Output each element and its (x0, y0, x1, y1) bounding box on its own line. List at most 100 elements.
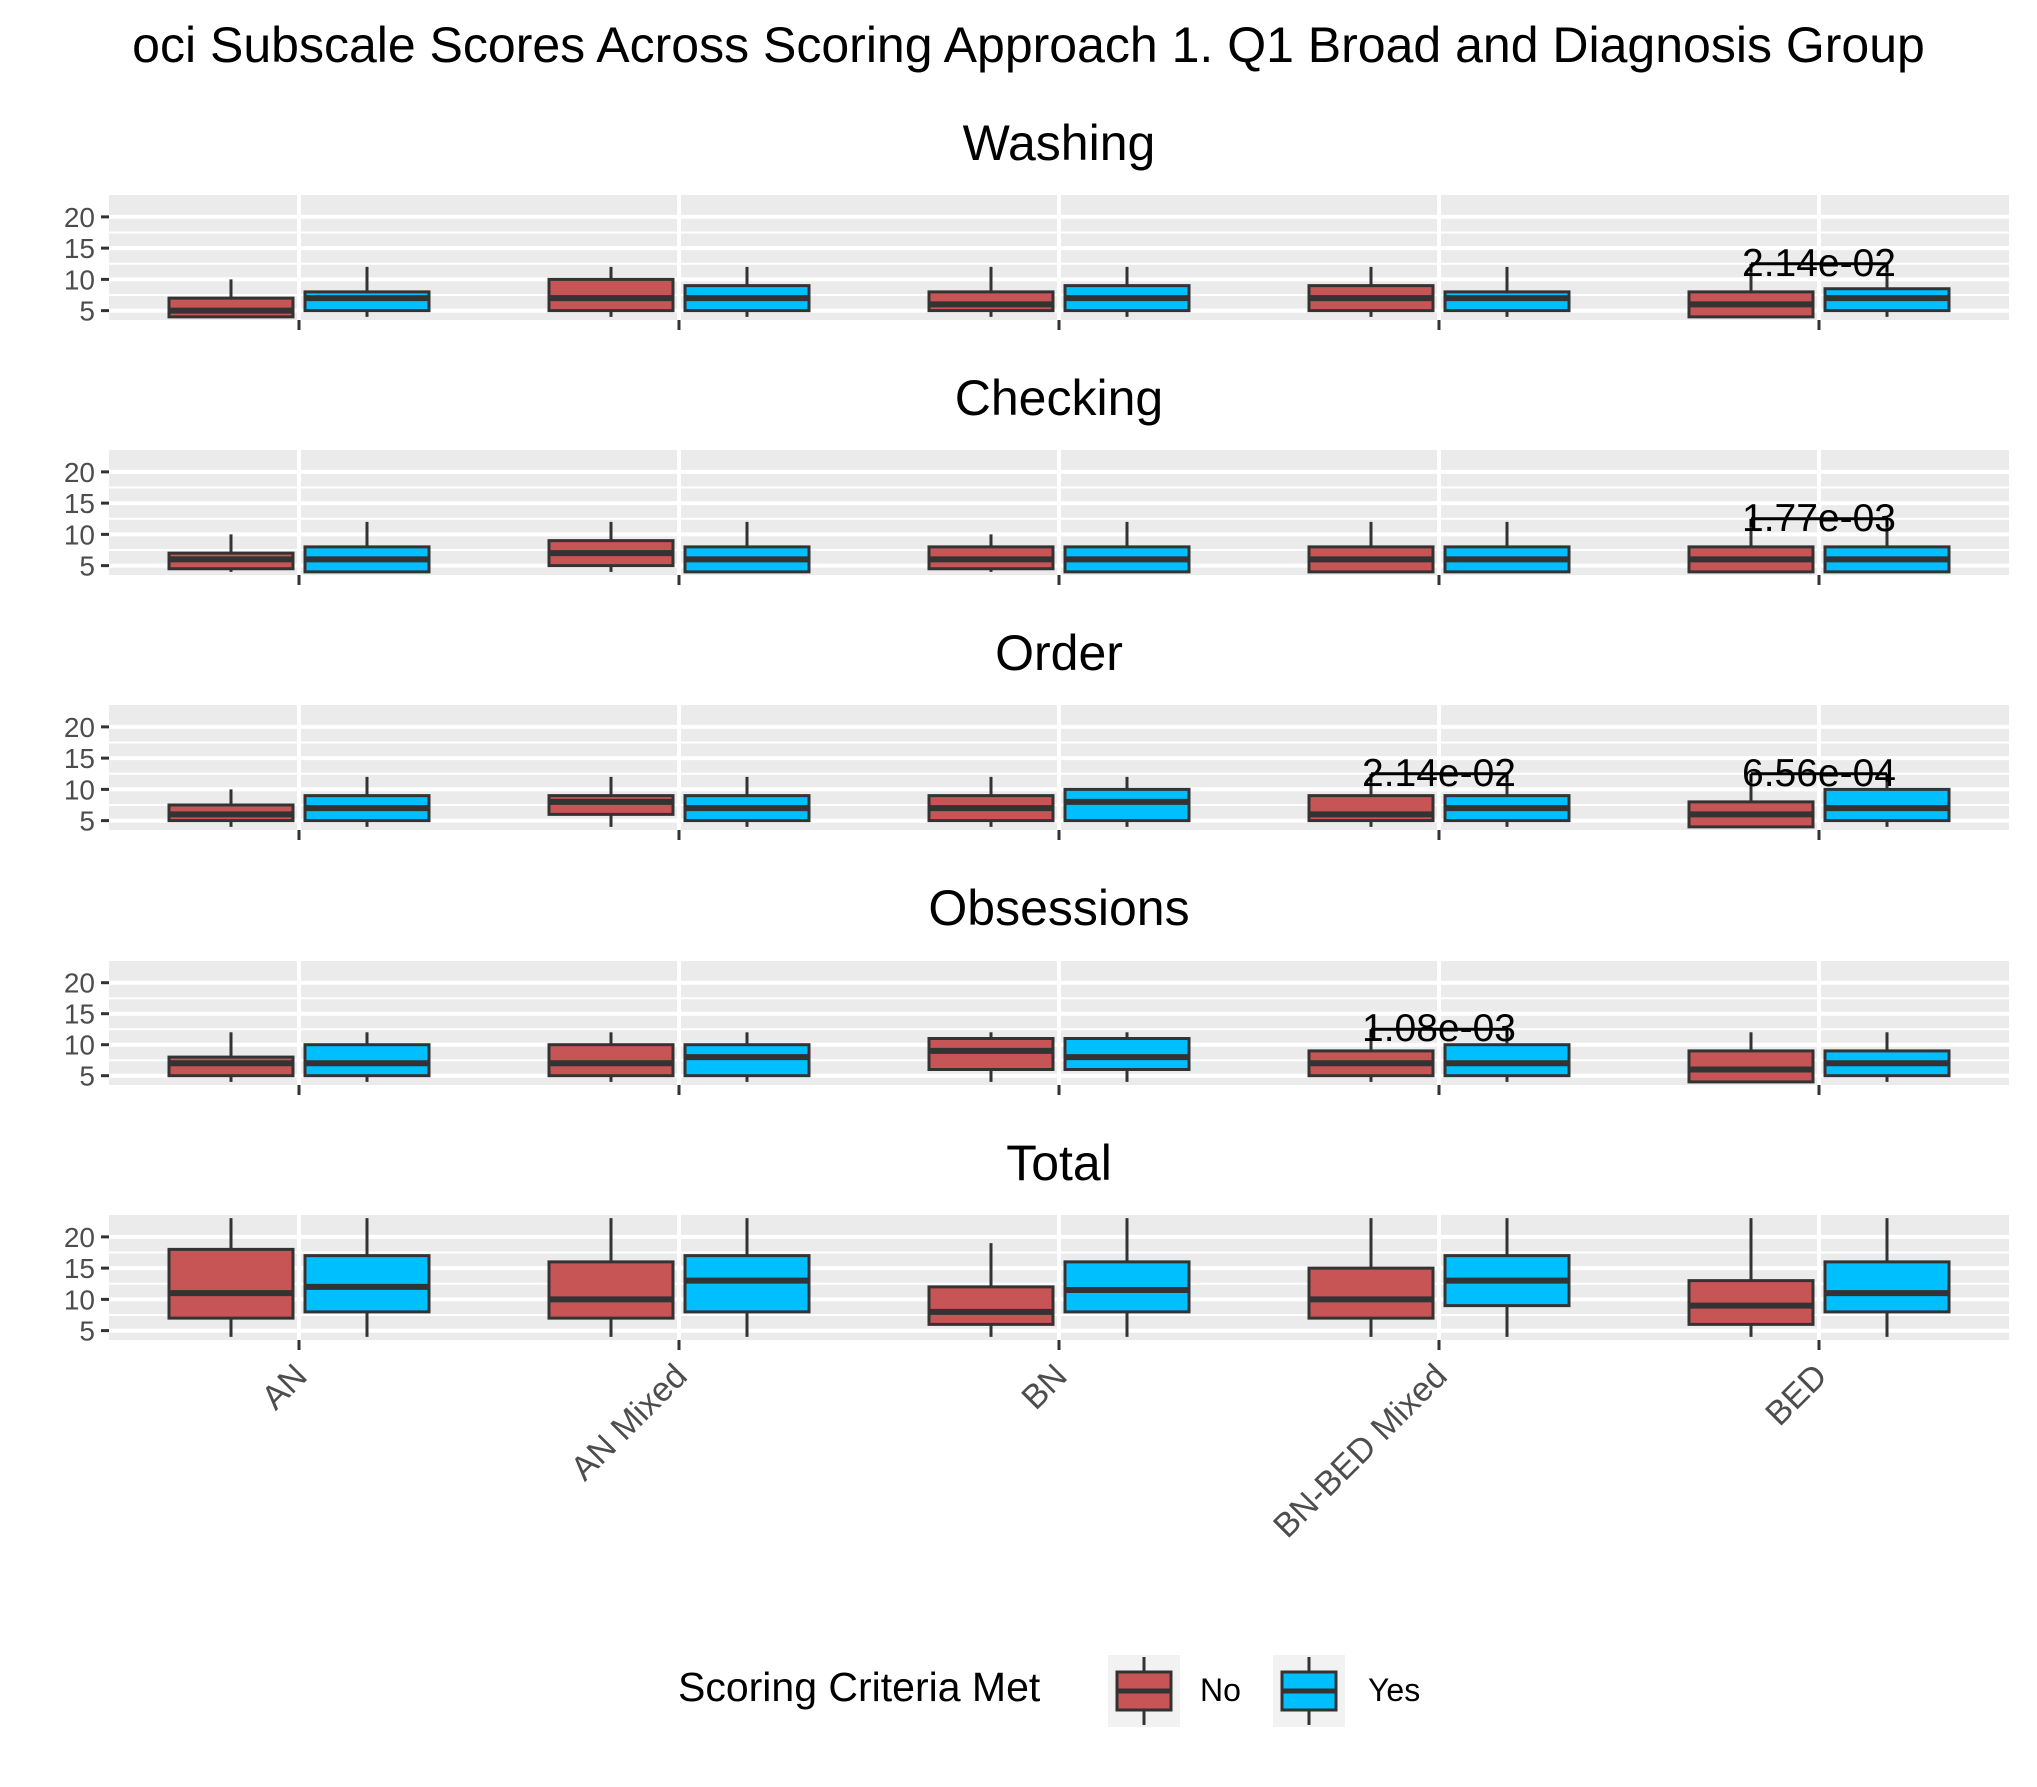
p-value-label: 6.56e-04 (1742, 752, 1896, 795)
box-no-bed (1687, 521, 1815, 574)
legend-item-yes: Yes (1273, 1655, 1420, 1727)
box-body (1443, 1043, 1571, 1078)
facet-title: Obsessions (928, 880, 1189, 936)
box-no-bn-bed-mixed (1307, 1032, 1435, 1082)
box-no-an-mixed (547, 1032, 675, 1082)
box-body (303, 1254, 431, 1314)
facet-title: Washing (963, 115, 1156, 171)
box-body (547, 277, 675, 313)
box-no-bn-bed-mixed (1307, 266, 1435, 317)
box-no-bn (927, 1243, 1055, 1337)
significance-annotation: 1.77e-03 (1742, 497, 1896, 540)
box-no-an-mixed (547, 776, 675, 827)
legend-item-no: No (1108, 1655, 1241, 1727)
chart-title: oci Subscale Scores Across Scoring Appro… (132, 17, 1925, 73)
y-tick-label: 10 (64, 1284, 95, 1315)
box-body (547, 1043, 675, 1078)
x-tick-label: BN (1014, 1357, 1074, 1417)
box-yes-bn (1063, 776, 1191, 827)
p-value-label: 2.14e-02 (1742, 242, 1896, 285)
y-tick-label: 20 (64, 968, 95, 999)
box-no-bn (927, 534, 1055, 572)
y-tick-label: 10 (64, 519, 95, 550)
p-value-label: 1.77e-03 (1742, 497, 1896, 540)
y-tick-label: 20 (64, 202, 95, 233)
box-no-bed (1687, 266, 1815, 319)
box-yes-an-mixed (683, 776, 811, 827)
y-tick-label: 5 (79, 1316, 95, 1347)
box-yes-an-mixed (683, 521, 811, 574)
box-yes-bn (1063, 1218, 1191, 1337)
box-body (167, 296, 295, 319)
box-no-bed (1687, 1032, 1815, 1084)
box-body (1063, 787, 1191, 823)
facet-title: Checking (955, 370, 1163, 426)
box-body (1307, 1266, 1435, 1320)
box-yes-an-mixed (683, 1032, 811, 1082)
box-yes-an-mixed (683, 266, 811, 317)
box-yes-an (303, 1218, 431, 1337)
box-no-an-mixed (547, 266, 675, 317)
box-yes-bed (1823, 776, 1951, 827)
box-yes-an (303, 776, 431, 827)
box-no-an (167, 1032, 295, 1082)
legend: Scoring Criteria Met No Yes (678, 1655, 1420, 1727)
box-no-an (167, 1218, 295, 1337)
box-yes-bn (1063, 1032, 1191, 1082)
box-body (1823, 787, 1951, 823)
box-yes-an-mixed (683, 1218, 811, 1337)
box-body (303, 1043, 431, 1078)
box-body (1687, 1279, 1815, 1326)
box-no-bn (927, 1032, 1055, 1082)
box-body (683, 1043, 811, 1078)
box-yes-an (303, 1032, 431, 1082)
box-body (167, 1247, 295, 1320)
y-tick-label: 5 (79, 551, 95, 582)
box-yes-bn-bed-mixed (1443, 266, 1571, 317)
y-tick-label: 5 (79, 296, 95, 327)
box-no-bn-bed-mixed (1307, 521, 1435, 574)
y-tick-label: 20 (64, 1222, 95, 1253)
legend-label: No (1200, 1672, 1241, 1708)
y-tick-label: 15 (64, 999, 95, 1030)
box-body (303, 290, 431, 313)
box-no-an (167, 789, 295, 827)
box-yes-bn-bed-mixed (1443, 776, 1571, 827)
box-body (927, 1285, 1055, 1326)
y-tick-label: 10 (64, 264, 95, 295)
box-body (1823, 1260, 1951, 1314)
box-no-an (167, 534, 295, 572)
legend-title: Scoring Criteria Met (678, 1664, 1041, 1710)
box-no-bn (927, 266, 1055, 317)
box-yes-bed (1823, 1218, 1951, 1337)
y-tick-label: 15 (64, 233, 95, 264)
x-tick-label: AN Mixed (564, 1357, 695, 1488)
box-yes-bed (1823, 1032, 1951, 1082)
box-body (927, 1037, 1055, 1071)
x-tick-label: BED (1758, 1357, 1834, 1433)
y-tick-label: 5 (79, 806, 95, 837)
box-body (927, 290, 1055, 313)
p-value-label: 1.08e-03 (1362, 1007, 1516, 1050)
box-yes-bn-bed-mixed (1443, 1032, 1571, 1082)
box-body (547, 794, 675, 816)
significance-annotation: 2.14e-02 (1362, 752, 1516, 795)
box-yes-bn-bed-mixed (1443, 521, 1571, 574)
p-value-label: 2.14e-02 (1362, 752, 1516, 795)
box-body (1443, 290, 1571, 313)
box-yes-bn (1063, 521, 1191, 574)
y-tick-label: 10 (64, 1030, 95, 1061)
significance-annotation: 1.08e-03 (1362, 1007, 1516, 1050)
box-no-an-mixed (547, 521, 675, 572)
box-no-bn (927, 776, 1055, 827)
box-body (1063, 1037, 1191, 1071)
y-tick-label: 5 (79, 1061, 95, 1092)
box-no-bn-bed-mixed (1307, 1218, 1435, 1337)
box-no-an (167, 279, 295, 319)
